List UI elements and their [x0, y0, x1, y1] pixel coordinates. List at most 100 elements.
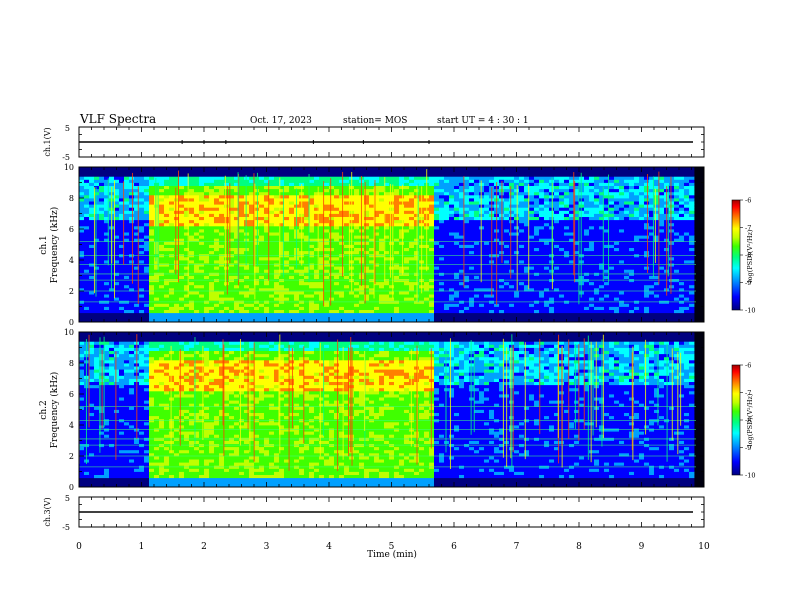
- spectrogram-cell: [254, 309, 260, 314]
- spectrogram-cell: [509, 235, 515, 239]
- spectrogram-cell: [429, 260, 435, 264]
- spectrogram-cell: [309, 287, 315, 292]
- spectrogram-cell: [454, 260, 460, 264]
- spectrogram-cell: [264, 222, 270, 227]
- spectrogram-cell: [184, 303, 190, 307]
- spectrogram-cell: [264, 256, 270, 261]
- spectrogram-cell: [134, 198, 140, 202]
- spectrogram-cell: [184, 185, 190, 190]
- spectrogram-cell: [449, 222, 455, 227]
- spectrogram-cell: [229, 238, 235, 242]
- spectrogram-cell: [179, 204, 185, 208]
- spectrogram-cell: [549, 287, 555, 292]
- spectrogram-cell: [334, 173, 340, 177]
- spectrogram-cell: [544, 260, 550, 264]
- spectrogram-cell: [439, 213, 445, 217]
- spectrogram-cell: [554, 294, 560, 298]
- spectrogram-cell: [539, 244, 545, 248]
- spectrogram-cell: [179, 225, 185, 230]
- spectrogram-cell: [274, 204, 280, 208]
- spectrogram-cell: [454, 198, 460, 202]
- spectrogram-cell: [254, 244, 260, 248]
- spectrogram-cell: [454, 315, 460, 320]
- spectrogram-cell: [99, 222, 105, 227]
- spectrogram-cell: [529, 287, 535, 292]
- spectrogram-cell: [164, 266, 170, 270]
- spectrogram-cell: [264, 309, 270, 314]
- spectrogram-cell: [434, 250, 440, 255]
- spectrogram-cell: [404, 179, 410, 183]
- spectrogram-cell: [514, 219, 520, 224]
- spectrogram-cell: [224, 275, 230, 279]
- spectrogram-cell: [189, 275, 195, 279]
- spectrogram-cell: [259, 269, 265, 273]
- spectrogram-cell: [149, 260, 155, 264]
- spectrogram-cell: [159, 312, 165, 317]
- spectrogram-cell: [314, 287, 320, 292]
- spectrogram-cell: [339, 204, 345, 208]
- spectrogram-cell: [269, 238, 275, 242]
- spectrogram-cell: [199, 256, 205, 261]
- spectrogram-cell: [194, 312, 200, 317]
- spectrogram-cell: [269, 266, 275, 270]
- spectrogram-cell: [309, 219, 315, 224]
- spectrogram-cell: [259, 232, 265, 236]
- spectrogram-cell: [249, 260, 255, 264]
- spectrogram-cell: [529, 312, 535, 317]
- spectrogram-cell: [374, 232, 380, 236]
- spectrogram-cell: [344, 204, 350, 208]
- spectrogram-cell: [274, 173, 280, 177]
- spectrogram-cell: [124, 182, 130, 186]
- spectrogram-cell: [269, 198, 275, 202]
- spectrogram-cell: [104, 179, 110, 183]
- spectrogram-cell: [249, 244, 255, 248]
- spectrogram-cell: [479, 318, 485, 323]
- spectrogram-cell: [99, 229, 105, 233]
- spectrogram-cell: [339, 250, 345, 255]
- spectrogram-cell: [394, 297, 400, 301]
- spectrogram-cell: [364, 191, 370, 196]
- spectrogram-cell: [429, 269, 435, 273]
- spectrogram-cell: [389, 294, 395, 298]
- spectrogram-cell: [389, 179, 395, 183]
- spectrogram-cell: [194, 210, 200, 214]
- spectrogram-cell: [409, 318, 415, 323]
- spectrogram-cell: [564, 315, 570, 320]
- spectrogram-cell: [219, 185, 225, 190]
- spectrogram-cell: [249, 250, 255, 255]
- spectrogram-cell: [249, 275, 255, 279]
- spectrogram-cell: [479, 294, 485, 298]
- spectrogram-cell: [459, 247, 465, 252]
- spectrogram-cell: [464, 287, 470, 292]
- spectrogram-cell: [104, 297, 110, 301]
- spectrogram-cell: [314, 170, 320, 174]
- spectrogram-cell: [234, 309, 240, 314]
- spectrogram-cell: [134, 294, 140, 298]
- spectrogram-cell: [244, 235, 250, 239]
- spectrogram-cell: [529, 275, 535, 279]
- spectrogram-cell: [409, 306, 415, 310]
- spectrogram-cell: [404, 315, 410, 320]
- spectrogram-cell: [84, 229, 90, 233]
- spectrogram-cell: [229, 182, 235, 186]
- spectrogram-cell: [264, 297, 270, 301]
- spectrogram-cell: [139, 185, 145, 190]
- spectrogram-cell: [514, 198, 520, 202]
- spectrogram-cell: [334, 207, 340, 211]
- spectrogram-cell: [344, 284, 350, 289]
- spectrogram-cell: [334, 297, 340, 301]
- spectrogram-cell: [374, 250, 380, 255]
- spectrogram-cell: [524, 179, 530, 183]
- spectrogram-cell: [559, 241, 565, 245]
- spectrogram-cell: [264, 225, 270, 230]
- spectrogram-cell: [269, 275, 275, 279]
- spectrogram-cell: [269, 167, 275, 171]
- spectrogram-cell: [129, 191, 135, 196]
- spectrogram-cell: [114, 182, 120, 186]
- spectrogram-cell: [259, 244, 265, 248]
- spectrogram-cell: [264, 179, 270, 183]
- spectrogram-cell: [224, 219, 230, 224]
- spectrogram-cell: [509, 179, 515, 183]
- spectrogram-cell: [394, 198, 400, 202]
- spectrogram-cell: [84, 167, 90, 171]
